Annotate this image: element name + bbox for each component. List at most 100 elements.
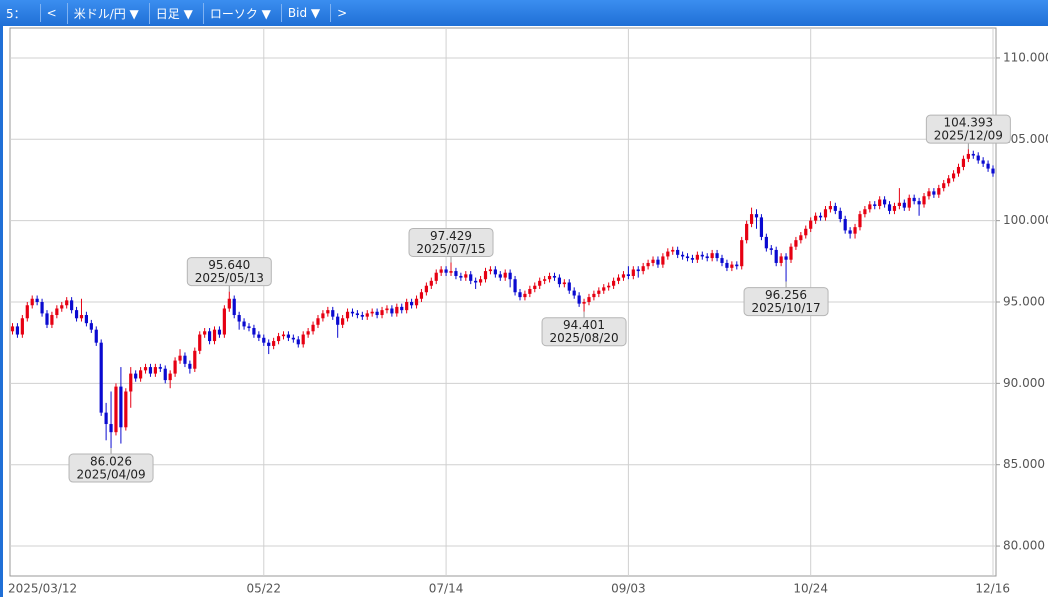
candle-body — [478, 279, 483, 283]
candle-body — [30, 298, 34, 306]
candle-body — [799, 235, 803, 241]
candle-body — [119, 386, 123, 428]
candle-body — [148, 367, 153, 374]
candle-body — [114, 386, 118, 433]
candle-body — [400, 306, 404, 311]
symbol-select[interactable]: 米ドル/円 ▼ — [66, 2, 145, 24]
candle-body — [538, 280, 542, 286]
candle-body — [833, 206, 837, 211]
candle-body — [513, 279, 517, 293]
candle-body — [897, 202, 901, 207]
y-tick-label: 90.000 — [1003, 376, 1045, 390]
candle-body — [626, 274, 630, 276]
candle-body — [730, 264, 734, 268]
candle-body — [188, 363, 192, 369]
candle-body — [547, 275, 552, 280]
candle-body — [198, 334, 202, 351]
candle-body — [562, 282, 566, 285]
candle-body — [109, 424, 113, 433]
candle-body — [543, 279, 547, 281]
candle-body — [50, 315, 54, 325]
candle-body — [651, 259, 655, 263]
candle-body — [774, 249, 778, 263]
candle-body — [252, 328, 256, 335]
annotation-box — [408, 227, 494, 257]
candle-body — [759, 217, 764, 237]
candle-body — [991, 168, 995, 174]
candle-body — [331, 310, 335, 317]
candle-body — [429, 280, 433, 286]
candle-body — [676, 249, 680, 255]
candle-body — [405, 302, 409, 311]
candle-body — [907, 197, 911, 208]
candle-body — [65, 300, 69, 306]
candle-body — [804, 228, 808, 236]
annotation-date: 2025/08/20 — [549, 331, 618, 345]
candle-body — [498, 274, 502, 278]
candle-body — [134, 373, 138, 379]
candle-body — [612, 280, 616, 286]
candle-body — [84, 315, 89, 324]
candle-body — [858, 214, 862, 228]
candle-body — [153, 367, 157, 374]
candle-body — [705, 256, 709, 259]
candle-body — [286, 334, 291, 338]
candle-body — [552, 275, 557, 278]
annotation-box — [68, 453, 154, 483]
candle-body — [464, 274, 468, 278]
interval-select[interactable]: 日足 ▼ — [148, 2, 199, 24]
candle-body — [168, 373, 172, 381]
candle-body — [449, 271, 453, 273]
candle-body — [70, 300, 74, 311]
x-tick-label: 10/24 — [793, 582, 828, 596]
candle-body — [986, 163, 990, 169]
candle-body — [966, 153, 970, 159]
candle-body — [459, 275, 463, 278]
candle-body — [439, 269, 443, 273]
candle-body — [341, 318, 345, 325]
candle-body — [173, 360, 177, 374]
candle-body — [20, 318, 24, 335]
candle-body — [424, 285, 428, 293]
candle-body — [769, 248, 773, 250]
candle-body — [326, 310, 330, 314]
candle-body — [474, 280, 478, 283]
prev-button[interactable]: < — [39, 4, 63, 22]
candle-body — [636, 269, 640, 272]
x-tick-label: 09/03 — [611, 582, 646, 596]
candle-body — [779, 256, 783, 263]
candle-body — [592, 293, 596, 298]
candle-body — [873, 204, 877, 207]
toolbar: 5： < 米ドル/円 ▼ 日足 ▼ ローソク ▼ Bid ▼ > — [0, 0, 1048, 26]
annotation-value: 96.256 — [765, 288, 807, 302]
candle-body — [809, 220, 813, 229]
candle-body — [124, 391, 128, 428]
candle-body — [646, 262, 650, 267]
candle-body — [139, 370, 143, 379]
candle-body — [365, 313, 369, 317]
x-tick-label: 2025/03/12 — [8, 582, 77, 596]
candle-body — [143, 367, 148, 371]
candle-body — [89, 323, 93, 330]
style-select[interactable]: ローソク ▼ — [202, 2, 277, 24]
candle-body — [385, 308, 389, 311]
candle-body — [183, 355, 187, 364]
candle-body — [336, 316, 340, 325]
y-tick-label: 100.000 — [1003, 213, 1048, 227]
candle-body — [602, 287, 606, 291]
candle-body — [932, 191, 936, 195]
annotation-box — [541, 317, 627, 347]
candle-body — [360, 315, 364, 317]
price-select[interactable]: Bid ▼ — [280, 4, 326, 22]
candle-body — [823, 209, 828, 218]
candle-body — [981, 160, 985, 164]
annotation-date: 2025/07/15 — [416, 242, 485, 256]
candle-body — [79, 315, 84, 319]
candle-body — [814, 215, 818, 221]
candle-body — [178, 355, 182, 361]
candle-body — [528, 288, 532, 294]
candle-body — [523, 293, 527, 298]
next-button[interactable]: > — [330, 4, 353, 22]
